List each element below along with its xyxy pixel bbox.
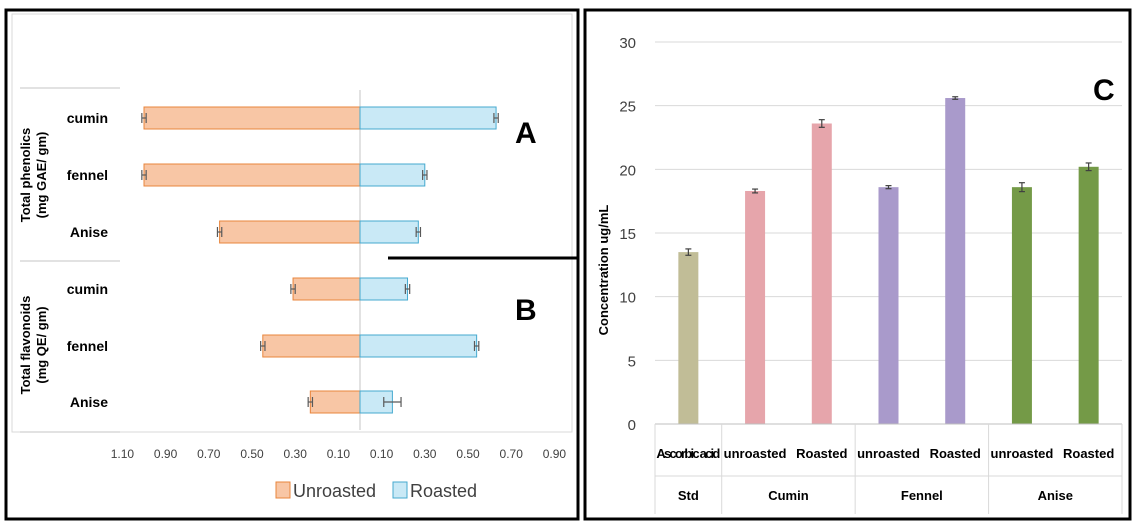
panel-label-a: A xyxy=(515,117,537,150)
group-label-flavonoids-line2: (mg QE/ gm) xyxy=(34,306,49,383)
x-tick-label: 0.70 xyxy=(197,447,221,461)
bar-unroasted-cumin xyxy=(292,277,361,301)
right-x-category-labels: Ascorbic acid unroasted Roasted unroasted Ro… xyxy=(654,423,1123,514)
category-label-cumin: cumin xyxy=(67,110,108,126)
y-tick-label: 5 xyxy=(628,353,636,370)
left-category-labels: cumin fennel Anise cumin fennel Anise xyxy=(67,110,108,410)
bar-unroasted-cumin xyxy=(143,106,361,130)
x-tick-label: 0.50 xyxy=(456,447,480,461)
x-group-label-cumin: Cumin xyxy=(768,488,809,503)
bar-unroasted-anise xyxy=(309,390,361,414)
x-group-label-anise: Anise xyxy=(1038,488,1073,503)
category-label-anise: Anise xyxy=(70,394,108,410)
legend-label-roasted: Roasted xyxy=(410,481,477,501)
category-label-fennel: fennel xyxy=(67,338,108,354)
right-bars xyxy=(678,96,1099,424)
left-axis-ticks: 1.10 0.90 0.70 0.50 0.30 0.10 0.10 0.30 0.50 0.70… xyxy=(111,447,567,461)
y-tick-label: 30 xyxy=(619,35,636,52)
bar-roasted xyxy=(945,98,966,424)
x-tick-label: 0.30 xyxy=(284,447,308,461)
x-category-label: Ascorbic acid xyxy=(656,446,720,461)
left-panel-frame xyxy=(4,8,580,521)
group-label-flavonoids-line1: Total flavonoids xyxy=(18,296,33,395)
group-label-phenolics-line1: Total phenolics xyxy=(18,128,33,222)
y-tick-label: 15 xyxy=(619,226,636,243)
panel-label-b: B xyxy=(515,294,537,327)
x-tick-label: 1.10 xyxy=(111,447,135,461)
legend-swatch-unroasted xyxy=(275,481,291,499)
bar-unroasted xyxy=(878,187,899,424)
bar-unroasted-fennel xyxy=(143,163,361,187)
x-category-label: unroasted xyxy=(857,446,920,461)
bar-unroasted xyxy=(1011,187,1032,424)
bar-unroasted xyxy=(745,190,766,424)
x-category-label: Roasted xyxy=(796,446,847,461)
x-tick-label: 0.30 xyxy=(413,447,437,461)
x-category-label: unroasted xyxy=(991,446,1054,461)
bar-roasted xyxy=(1078,166,1099,424)
right-panel-frame xyxy=(583,8,1132,521)
x-tick-label: 0.50 xyxy=(240,447,264,461)
bar-roasted xyxy=(811,123,832,424)
x-category-label: unroasted xyxy=(724,446,787,461)
panel-label-c: C xyxy=(1093,74,1115,107)
y-tick-label: 0 xyxy=(628,417,636,434)
x-group-label-std: Std xyxy=(678,488,699,503)
x-tick-label: 0.90 xyxy=(154,447,178,461)
legend-label-unroasted: Unroasted xyxy=(293,481,376,501)
bar-roasted-cumin xyxy=(359,106,497,130)
right-y-axis-label: Concentration ug/mL xyxy=(596,205,611,336)
x-tick-label: 0.70 xyxy=(500,447,524,461)
group-label-phenolics-line2: (mg GAE/ gm) xyxy=(34,132,49,219)
bar-roasted-cumin xyxy=(359,277,409,301)
x-category-label: Roasted xyxy=(930,446,981,461)
left-plot-area xyxy=(11,13,573,433)
legend-swatch-roasted xyxy=(392,481,408,499)
x-tick-label: 0.10 xyxy=(370,447,394,461)
y-tick-label: 20 xyxy=(619,162,636,179)
bar-unroasted-fennel xyxy=(262,334,361,358)
x-tick-label: 0.10 xyxy=(327,447,351,461)
x-category-label: Roasted xyxy=(1063,446,1114,461)
bar-roasted-fennel xyxy=(359,334,478,358)
legend: Unroasted Roasted xyxy=(275,481,477,501)
category-label-anise: Anise xyxy=(70,224,108,240)
left-bars xyxy=(141,106,499,414)
bar-unroasted-anise xyxy=(219,220,361,244)
bar-roasted-fennel xyxy=(359,163,426,187)
bar-roasted-anise xyxy=(359,220,419,244)
x-group-label-fennel: Fennel xyxy=(901,488,943,503)
category-label-fennel: fennel xyxy=(67,167,108,183)
bar-ascorbic-acid xyxy=(678,252,699,424)
category-label-cumin: cumin xyxy=(67,281,108,297)
y-tick-label: 10 xyxy=(619,290,636,307)
x-tick-label: 0.90 xyxy=(543,447,567,461)
y-tick-label: 25 xyxy=(619,99,636,116)
